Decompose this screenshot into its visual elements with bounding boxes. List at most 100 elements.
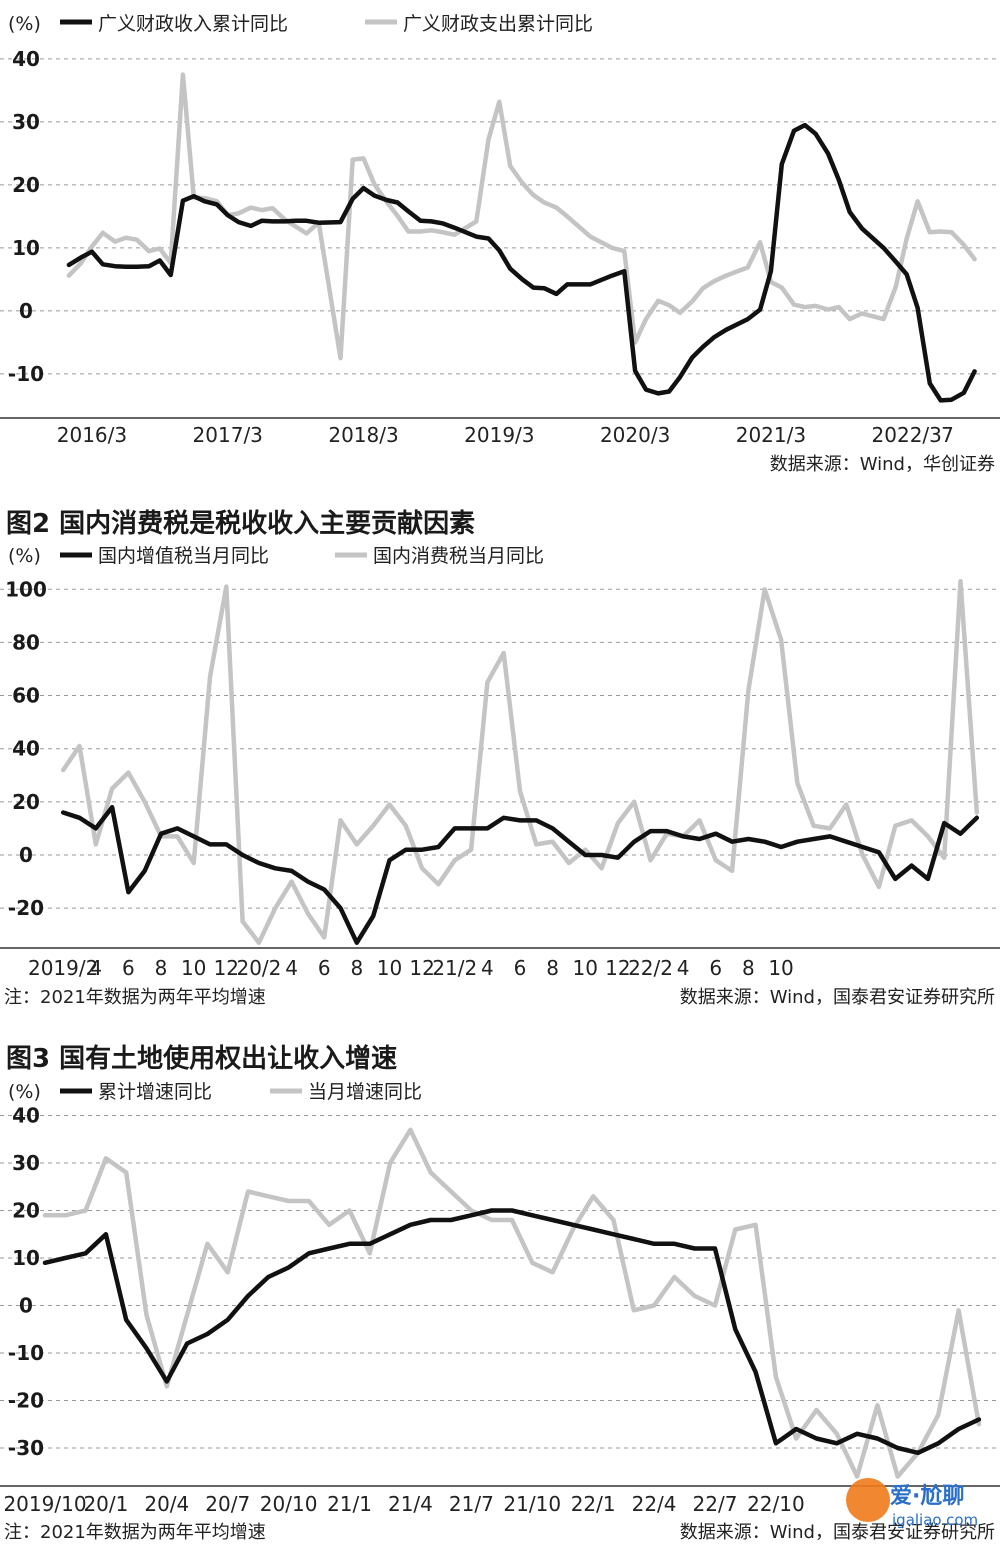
chart-2-source-note: 数据来源：Wind，国泰君安证券研究所 bbox=[680, 987, 995, 1008]
y-tick-label: -20 bbox=[8, 1389, 44, 1413]
x-tick-label: 20/10 bbox=[260, 1492, 318, 1516]
x-tick-label: 12 bbox=[214, 956, 239, 980]
x-tick-label: 21/7 bbox=[449, 1492, 494, 1516]
chart-2-y-tick-labels: 100 80 60 40 20 0 -20 bbox=[5, 577, 47, 920]
series-line-secondary bbox=[42, 1127, 982, 1479]
series-line-primary bbox=[66, 122, 977, 403]
x-tick-label: 2018/3 bbox=[328, 423, 398, 447]
chart-3-footnote: 注：2021年数据为两年平均增速 bbox=[4, 1522, 266, 1543]
x-tick-label: 12 bbox=[605, 956, 630, 980]
watermark-url: igaliao.com bbox=[892, 1511, 978, 1529]
series-line-primary bbox=[42, 1208, 982, 1456]
x-tick-label: 7 bbox=[941, 423, 954, 447]
x-tick-label: 22/1 bbox=[571, 1492, 616, 1516]
x-tick-label: 2017/3 bbox=[193, 423, 263, 447]
x-tick-label: 4 bbox=[481, 956, 494, 980]
x-tick-label: 6 bbox=[709, 956, 722, 980]
x-tick-label: 2019/10 bbox=[3, 1492, 86, 1516]
y-tick-label: 20 bbox=[12, 1199, 40, 1223]
x-tick-label: 4 bbox=[89, 956, 102, 980]
x-tick-label: 21/2 bbox=[432, 956, 477, 980]
x-tick-label: 6 bbox=[514, 956, 527, 980]
x-tick-label: 20/7 bbox=[205, 1492, 250, 1516]
x-tick-label: 22/2 bbox=[628, 956, 673, 980]
chart-2-series-lines bbox=[60, 579, 980, 945]
x-tick-label: 2021/3 bbox=[736, 423, 806, 447]
y-tick-label: 20 bbox=[12, 790, 40, 814]
watermark-logo-text: 爱·尬聊 bbox=[890, 1483, 964, 1509]
chart-1-series-lines bbox=[66, 72, 977, 403]
x-tick-label: 2022/3 bbox=[872, 423, 942, 447]
x-tick-label: 2016/3 bbox=[57, 423, 127, 447]
y-tick-label: 0 bbox=[19, 1294, 33, 1318]
x-tick-label: 8 bbox=[350, 956, 363, 980]
x-tick-label: 12 bbox=[409, 956, 434, 980]
x-tick-label: 6 bbox=[318, 956, 331, 980]
y-tick-label: 10 bbox=[12, 1246, 40, 1270]
y-tick-label: -10 bbox=[8, 1341, 44, 1365]
chart-2-legend-vat: 国内增值税当月同比 bbox=[98, 545, 269, 567]
y-tick-label: 20 bbox=[12, 173, 40, 197]
chart-1-fiscal-revenue-expenditure: (%) 广义财政收入累计同比 广义财政支出累计同比 40 30 20 10 0 -10 2… bbox=[0, 13, 1000, 475]
chart-3-title: 图3 国有土地使用权出让收入增速 bbox=[6, 1043, 397, 1074]
x-tick-label: 21/4 bbox=[388, 1492, 433, 1516]
chart-2-unit-label: (%) bbox=[8, 545, 41, 567]
x-tick-label: 4 bbox=[285, 956, 298, 980]
x-tick-label: 20/4 bbox=[144, 1492, 189, 1516]
y-tick-label: 0 bbox=[19, 299, 33, 323]
watermark-logo-icon bbox=[846, 1478, 890, 1522]
y-tick-label: 0 bbox=[19, 843, 33, 867]
chart-1-x-tick-labels: 2016/3 2017/3 2018/3 2019/3 2020/3 2021/3 2022… bbox=[57, 423, 954, 447]
y-tick-label: 60 bbox=[12, 684, 40, 708]
chart-2-title: 图2 国内消费税是税收收入主要贡献因素 bbox=[6, 509, 475, 539]
x-tick-label: 22/10 bbox=[747, 1492, 805, 1516]
x-tick-label: 10 bbox=[573, 956, 598, 980]
y-tick-label: 30 bbox=[12, 110, 40, 134]
x-tick-label: 2019/2 bbox=[28, 956, 98, 980]
chart-1-y-tick-labels: 40 30 20 10 0 -10 bbox=[8, 47, 44, 386]
chart-3-legend-monthly: 当月增速同比 bbox=[308, 1081, 422, 1103]
chart-3-land-sales: 图3 国有土地使用权出让收入增速 (%) 累计增速同比 当月增速同比 40 30 2… bbox=[0, 1043, 1000, 1543]
y-tick-label: -20 bbox=[8, 896, 44, 920]
x-tick-label: 20/1 bbox=[83, 1492, 128, 1516]
x-tick-label: 20/2 bbox=[236, 956, 281, 980]
series-line-primary bbox=[60, 804, 980, 945]
chart-3-legend-cumulative: 累计增速同比 bbox=[98, 1081, 212, 1103]
x-tick-label: 10 bbox=[768, 956, 793, 980]
x-tick-label: 8 bbox=[546, 956, 559, 980]
chart-3-gridlines bbox=[0, 1115, 1000, 1487]
y-tick-label: -10 bbox=[8, 362, 44, 386]
chart-1-legend-revenue: 广义财政收入累计同比 bbox=[98, 13, 288, 35]
chart-3-series-lines bbox=[42, 1127, 982, 1479]
x-tick-label: 22/7 bbox=[693, 1492, 738, 1516]
chart-1-source-note: 数据来源：Wind，华创证券 bbox=[770, 454, 995, 475]
y-tick-label: 100 bbox=[5, 577, 47, 601]
y-tick-label: 40 bbox=[12, 47, 40, 71]
chart-3-source-note: 数据来源：Wind，国泰君安证券研究所 bbox=[680, 1522, 995, 1543]
chart-1-unit-label: (%) bbox=[8, 13, 41, 35]
x-tick-label: 22/4 bbox=[632, 1492, 677, 1516]
x-tick-label: 8 bbox=[155, 956, 168, 980]
x-tick-label: 2019/3 bbox=[464, 423, 534, 447]
x-tick-label: 10 bbox=[181, 956, 206, 980]
y-tick-label: 30 bbox=[12, 1151, 40, 1175]
x-tick-label: 10 bbox=[377, 956, 402, 980]
series-line-secondary bbox=[66, 72, 977, 361]
x-tick-label: 8 bbox=[742, 956, 755, 980]
x-tick-label: 4 bbox=[677, 956, 690, 980]
x-tick-label: 21/1 bbox=[327, 1492, 372, 1516]
y-tick-label: -30 bbox=[8, 1436, 44, 1460]
y-tick-label: 10 bbox=[12, 236, 40, 260]
chart-3-unit-label: (%) bbox=[8, 1081, 41, 1103]
chart-2-consumption-tax: 图2 国内消费税是税收收入主要贡献因素 (%) 国内增值税当月同比 国内消费税当… bbox=[0, 509, 1000, 1008]
y-tick-label: 80 bbox=[12, 630, 40, 654]
chart-2-legend-consumption: 国内消费税当月同比 bbox=[373, 545, 544, 567]
x-tick-label: 2020/3 bbox=[600, 423, 670, 447]
chart-3-y-tick-labels: 40 30 20 10 0 -10 -20 -30 bbox=[8, 1104, 44, 1461]
x-tick-label: 6 bbox=[122, 956, 135, 980]
chart-1-legend-expenditure: 广义财政支出累计同比 bbox=[403, 13, 593, 35]
